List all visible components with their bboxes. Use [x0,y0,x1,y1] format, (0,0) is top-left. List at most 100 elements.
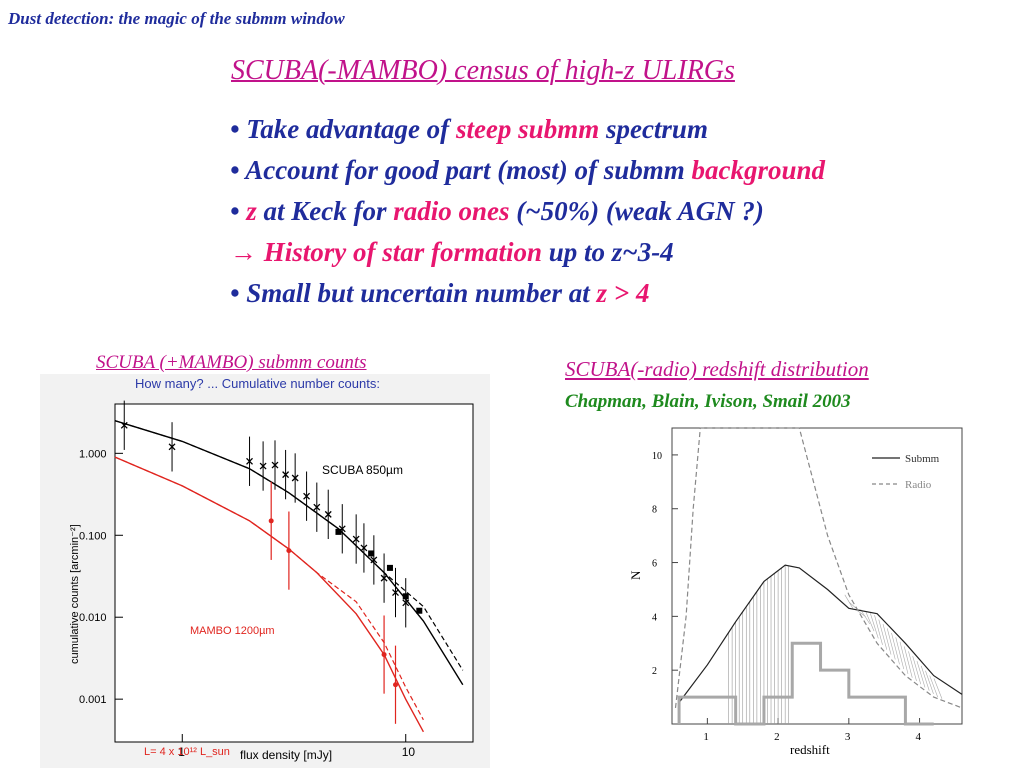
slide-title: SCUBA(-MAMBO) census of high-z ULIRGs [231,55,735,86]
scuba-data-point [313,503,321,511]
highlighted-text: radio ones [393,196,510,226]
redshift-distribution-chart: 1 2 3 4 2 4 6 8 10 redshift N Submm Radio [628,427,963,757]
scuba-data-point [402,599,410,607]
bullet-text: • Take advantage of [230,114,456,144]
scuba-data-point [380,574,388,582]
bullet-text: (~50%) (weak AGN ?) [509,196,764,226]
hatch-line [882,623,892,655]
hatch-line [895,637,905,670]
scuba-data-point [392,589,399,597]
luminosity-note: L= 4 x 10¹² L_sun [144,746,230,758]
left-figure-caption: SCUBA (+MAMBO) submm counts [96,352,367,373]
hatch-line [903,646,913,678]
plot-frame [671,427,963,725]
figure-subtitle: How many? ... Cumulative number counts: [135,376,380,391]
highlighted-text: History of star formation [263,237,543,267]
x-tick-label: 4 [916,731,922,743]
mambo-data-point [393,682,399,688]
bullet-item: • Take advantage of steep submm spectrum [230,109,1020,150]
x-axis-label: redshift [790,742,830,757]
scuba-data-square [368,550,375,557]
x-tick-label: 2 [774,731,780,743]
bullet-text: spectrum [599,114,708,144]
y-axis-label: cumulative counts [arcmin⁻²] [69,524,81,664]
y-tick-label: 4 [652,612,657,623]
x-tick-label: 1 [703,731,709,743]
mambo-data-point [381,652,387,658]
y-tick-label: 0.100 [79,530,107,542]
scuba-data-point [168,443,176,451]
radio-curve [674,427,963,709]
scuba-data-point [259,462,267,470]
bullet-text: up to z~3-4 [542,237,674,267]
scuba-data-point [291,474,299,482]
bullet-text: • Small but uncertain number at [230,278,597,308]
redshift-histogram [677,641,934,726]
mambo-data-point [286,548,292,554]
hatch-line [929,675,938,698]
scuba-data-point [271,461,279,469]
bullet-text: • Account for good part (most) of submm [230,155,692,185]
mambo-model-dashed [114,456,424,721]
y-axis-label: N [628,570,643,580]
scuba-data-point [303,492,311,500]
mambo-series-label: MAMBO 1200µm [190,625,275,637]
highlighted-text: background [691,155,826,185]
hatch-line [891,632,900,665]
scuba-data-square [416,607,423,614]
x-tick-label: 10 [402,745,416,759]
hatch-line [925,670,934,694]
hatch-line [848,601,858,610]
scuba-data-point [246,457,253,465]
x-axis-label: flux density [mJy] [240,748,332,762]
hatch-line [886,628,896,660]
scuba-data-point [370,556,378,564]
hatch-line [912,656,922,685]
hatch-line [844,594,854,609]
hatch-line [861,611,871,625]
hatch-line [874,615,883,645]
cumulative-counts-chart: How many? ... Cumulative number counts: … [40,374,490,768]
scuba-data-point [120,421,128,429]
mambo-data-point [268,518,274,524]
scuba-model-dashed [114,420,464,671]
bullet-item: • Account for good part (most) of submm … [230,150,1020,191]
scuba-data-point [282,471,290,479]
submm-curve [678,564,963,703]
hatch-line [870,613,879,639]
highlighted-text: steep submm [455,114,600,144]
scuba-data-square [402,593,409,600]
y-tick-label: 6 [652,559,657,570]
scuba-series-label: SCUBA 850µm [322,463,403,477]
scuba-data-point [360,544,368,552]
scuba-data-point [352,535,360,543]
hatch-line [899,641,909,675]
x-tick-label: 1 [178,745,185,759]
y-tick-label: 0.001 [79,694,107,706]
bullet-text: → [230,237,264,267]
highlighted-text: z [246,196,257,226]
right-figure-caption: SCUBA(-radio) redshift distribution [565,357,869,381]
y-tick-label: 10 [652,451,662,462]
hatch-line [908,651,917,682]
y-tick-label: 0.010 [79,612,107,624]
hatch-line [865,612,875,632]
scuba-data-square [335,528,342,535]
x-tick-label: 3 [845,731,851,743]
plot-frame [114,403,474,743]
scuba-data-square [386,564,393,571]
y-tick-label: 8 [652,505,657,516]
bullet-list: • Take advantage of steep submm spectrum… [230,109,1020,314]
bullet-item: → History of star formation up to z~3-4 [230,232,1020,273]
legend-submm-label: Submm [905,453,940,465]
bullet-item: • Small but uncertain number at z > 4 [230,273,1020,314]
header-title: Dust detection: the magic of the submm w… [8,9,345,28]
legend-radio-label: Radio [905,479,932,491]
y-tick-label: 1.000 [79,448,107,460]
right-figure-authors: Chapman, Blain, Ivison, Smail 2003 [565,391,851,412]
hatch-line [916,660,926,688]
hatch-line [933,678,943,699]
hatch-line [920,665,930,691]
bullet-item: • z at Keck for radio ones (~50%) (weak … [230,191,1020,232]
scuba-data-point [324,510,332,518]
